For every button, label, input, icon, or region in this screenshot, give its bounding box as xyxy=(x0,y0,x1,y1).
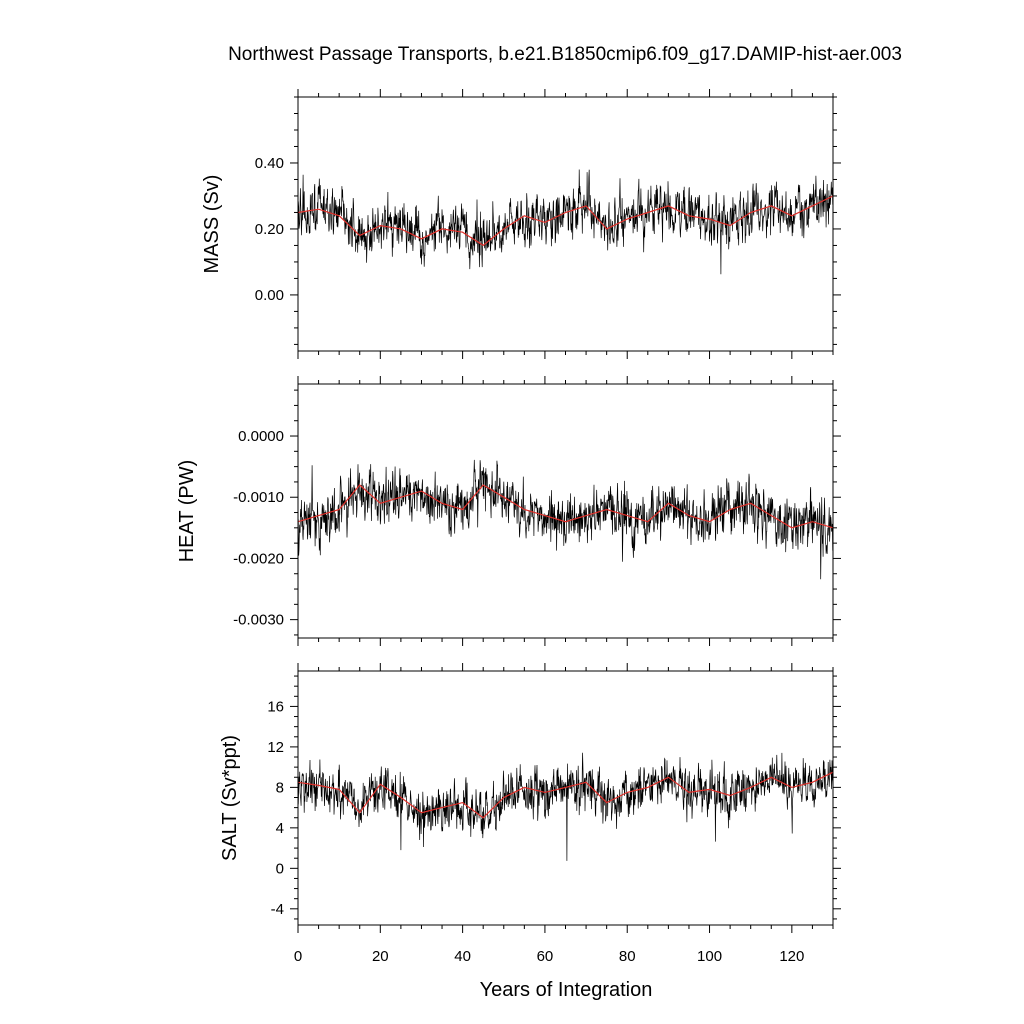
y-tick-label: 0 xyxy=(276,860,284,877)
y-tick-label: -0.0030 xyxy=(233,612,284,629)
y-tick-label: 4 xyxy=(276,820,284,837)
monthly-series-line xyxy=(297,459,834,580)
x-tick-label: 120 xyxy=(779,948,804,965)
y-axis-title: SALT (Sv*ppt) xyxy=(219,735,241,861)
y-axis-title: HEAT (PW) xyxy=(176,460,198,563)
x-tick-label: 20 xyxy=(372,948,389,965)
chart-title: Northwest Passage Transports, b.e21.B185… xyxy=(228,44,902,65)
monthly-series-line xyxy=(297,752,834,861)
running-mean-line xyxy=(297,484,834,529)
y-axis-title: MASS (Sv) xyxy=(201,175,223,274)
y-tick-label: 16 xyxy=(267,698,284,715)
panel-3: -4 0 4 8 12 16 SALT (Sv*ppt) 0 20 40 60 80 100 120 Yea… xyxy=(219,663,841,1001)
running-mean-line xyxy=(297,195,834,247)
x-tick-label: 80 xyxy=(619,948,636,965)
y-tick-label: 0.40 xyxy=(255,155,284,172)
running-mean-line xyxy=(297,771,834,819)
x-tick-label: 40 xyxy=(454,948,471,965)
x-tick-label: 60 xyxy=(537,948,554,965)
monthly-series-line xyxy=(297,169,834,275)
panel-1: 0.00 0.20 0.40 MASS (Sv) xyxy=(201,89,841,359)
x-axis-title: Years of Integration xyxy=(480,979,653,1001)
panel-2: 0.0000 -0.0010 -0.0020 -0.0030 HEAT (PW) xyxy=(176,376,841,646)
y-tick-label: 0.20 xyxy=(255,221,284,238)
y-tick-label: -4 xyxy=(271,901,284,918)
x-tick-label: 100 xyxy=(697,948,722,965)
y-tick-label: -0.0010 xyxy=(233,489,284,506)
y-tick-label: 12 xyxy=(267,739,284,756)
x-tick-label: 0 xyxy=(294,948,302,965)
y-tick-label: 0.00 xyxy=(255,287,284,304)
y-tick-label: 0.0000 xyxy=(238,428,284,445)
y-tick-label: 8 xyxy=(276,779,284,796)
y-tick-label: -0.0020 xyxy=(233,550,284,567)
